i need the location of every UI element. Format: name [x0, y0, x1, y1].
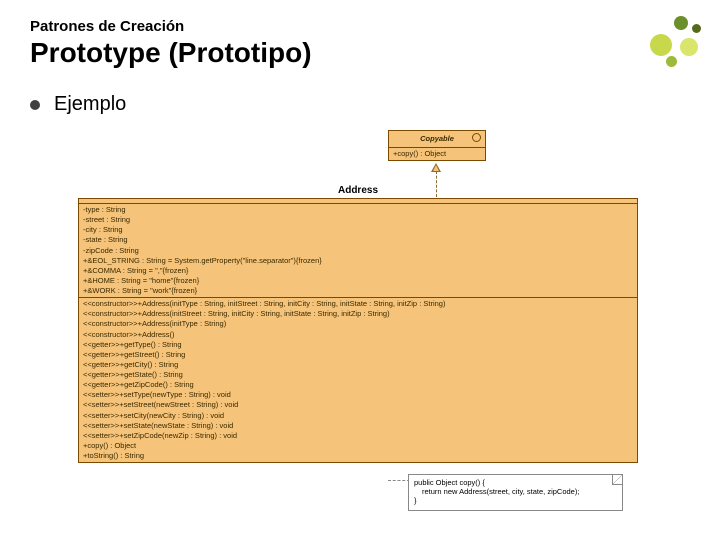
- attr-row: +&HOME : String = "home"{frozen}: [83, 276, 633, 286]
- interface-circle-icon: [472, 133, 481, 142]
- op-row: +copy() : Object: [83, 441, 633, 451]
- op-row: <<setter>>+setCity(newCity : String) : v…: [83, 411, 633, 421]
- op-row: <<constructor>>+Address(): [83, 330, 633, 340]
- note-line: return new Address(street, city, state, …: [414, 487, 617, 496]
- bullet-icon: [30, 100, 40, 110]
- slide-header: Patrones de Creación Prototype (Prototip…: [0, 0, 720, 73]
- slide-subtitle: Patrones de Creación: [30, 18, 690, 35]
- attr-row: -city : String: [83, 225, 633, 235]
- attr-row: -zipCode : String: [83, 246, 633, 256]
- attr-row: +&COMMA : String = ","{frozen}: [83, 266, 633, 276]
- uml-note: public Object copy() { return new Addres…: [408, 474, 623, 511]
- op-row: <<setter>>+setStreet(newStreet : String)…: [83, 400, 633, 410]
- note-line: }: [414, 496, 617, 505]
- slide-title: Prototype (Prototipo): [30, 37, 690, 69]
- address-attributes: -type : String-street : String-city : St…: [79, 203, 637, 297]
- op-row: <<constructor>>+Address(initType : Strin…: [83, 319, 633, 329]
- op-row: <<getter>>+getState() : String: [83, 370, 633, 380]
- op-row: <<getter>>+getZipCode() : String: [83, 380, 633, 390]
- op-row: +toString() : String: [83, 451, 633, 461]
- attr-row: +&WORK : String = "work"{frozen}: [83, 286, 633, 296]
- uml-interface-copyable: Copyable +copy() : Object: [388, 130, 486, 161]
- note-connector: [388, 480, 410, 481]
- note-line: public Object copy() {: [414, 478, 617, 487]
- op-row: <<setter>>+setType(newType : String) : v…: [83, 390, 633, 400]
- op-row: <<getter>>+getStreet() : String: [83, 350, 633, 360]
- attr-row: -type : String: [83, 205, 633, 215]
- note-fold-icon: [612, 475, 622, 485]
- attr-row: -street : String: [83, 215, 633, 225]
- op-row: <<constructor>>+Address(initType : Strin…: [83, 299, 633, 309]
- op-row: <<getter>>+getType() : String: [83, 340, 633, 350]
- copyable-name: Copyable: [393, 132, 481, 146]
- op-row: <<getter>>+getCity() : String: [83, 360, 633, 370]
- op-row: <<constructor>>+Address(initStreet : Str…: [83, 309, 633, 319]
- address-operations: <<constructor>>+Address(initType : Strin…: [79, 297, 637, 462]
- address-class-name: Address: [78, 185, 638, 196]
- corner-decoration: [640, 6, 710, 76]
- op-row: <<setter>>+setZipCode(newZip : String) :…: [83, 431, 633, 441]
- op-row: <<setter>>+setState(newState : String) :…: [83, 421, 633, 431]
- bullet-row: Ejemplo: [0, 73, 720, 116]
- attr-row: +&EOL_STRING : String = System.getProper…: [83, 256, 633, 266]
- bullet-text: Ejemplo: [54, 93, 126, 116]
- copyable-method: +copy() : Object: [393, 149, 481, 159]
- attr-row: -state : String: [83, 235, 633, 245]
- uml-class-address: -type : String-street : String-city : St…: [78, 198, 638, 463]
